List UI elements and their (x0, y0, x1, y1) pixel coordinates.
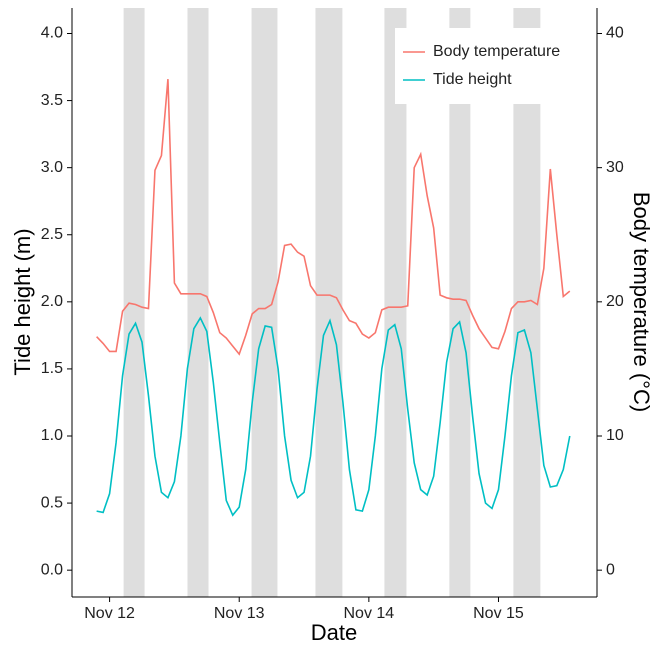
y-tick-label: 2.5 (41, 226, 63, 243)
y-tick-label: 1.5 (41, 360, 63, 377)
x-axis-title: Date (311, 620, 357, 645)
x-tick-label: Nov 15 (473, 605, 524, 622)
night-band (449, 8, 471, 597)
y2-axis-title: Body temperature (°C) (629, 192, 654, 412)
y2-tick-label: 0 (606, 561, 615, 578)
y-axis-title: Tide height (m) (10, 228, 35, 375)
x-tick-label: Nov 14 (344, 605, 395, 622)
y-tick-label: 1.0 (41, 427, 63, 444)
legend: Body temperature Tide height (395, 28, 585, 104)
y-tick-label: 4.0 (41, 25, 63, 42)
bands (123, 8, 541, 597)
legend-label: Body temperature (433, 43, 560, 60)
y-tick-label: 3.5 (41, 92, 63, 109)
night-band (251, 8, 278, 597)
x-tick-label: Nov 13 (214, 605, 265, 622)
series-line (96, 79, 571, 356)
night-band (315, 8, 343, 597)
x-tick-label: Nov 12 (84, 605, 135, 622)
y-tick-label: 0.0 (41, 561, 63, 578)
night-band (384, 8, 407, 597)
y-tick-label: 3.0 (41, 159, 63, 176)
series-line (96, 316, 571, 517)
y-tick-label: 2.0 (41, 293, 63, 310)
y2-tick-label: 40 (606, 25, 624, 42)
night-band (187, 8, 209, 597)
y2-tick-label: 10 (606, 427, 624, 444)
y2-tick-label: 30 (606, 159, 624, 176)
axes: 0.0 0.5 1.0 1.5 2.0 2.5 3.0 3.5 4.0 0 10 20 30 40 Nov … (41, 8, 624, 622)
y-tick-label: 0.5 (41, 494, 63, 511)
night-band (123, 8, 145, 597)
legend-label: Tide height (433, 71, 512, 88)
y2-tick-label: 20 (606, 293, 624, 310)
lines (96, 79, 571, 517)
legend-box (395, 28, 585, 104)
